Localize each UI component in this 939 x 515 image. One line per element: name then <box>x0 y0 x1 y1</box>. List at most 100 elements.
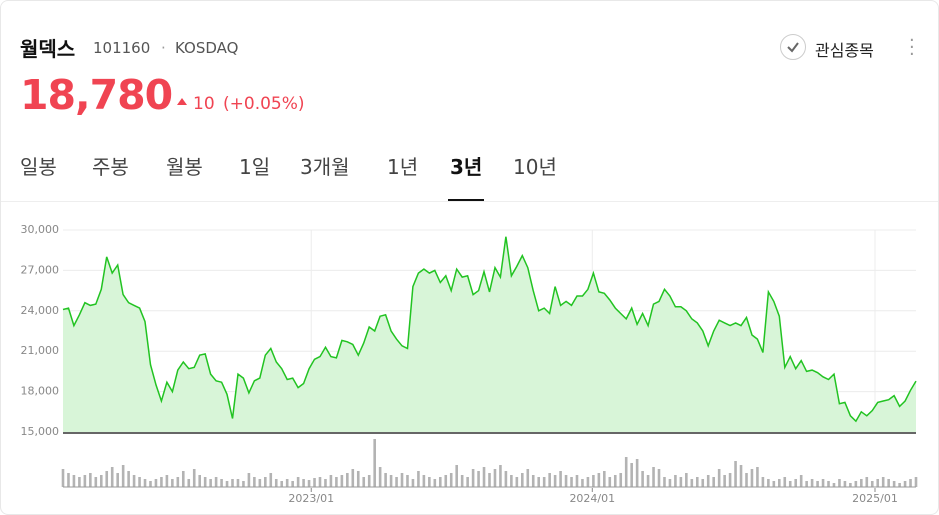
volume-bar <box>411 479 415 487</box>
period-tab[interactable]: 주봉 <box>92 155 129 179</box>
volume-bar <box>132 475 136 487</box>
volume-bar <box>706 475 710 487</box>
volume-bar <box>269 473 273 487</box>
volume-bar <box>471 469 475 487</box>
volume-bar <box>203 477 207 487</box>
volume-bar <box>865 477 869 487</box>
x-tick-label: 2025/01 <box>852 492 898 505</box>
period-tab[interactable]: 월봉 <box>166 155 203 179</box>
volume-bar <box>78 477 81 487</box>
volume-bar <box>892 481 896 487</box>
volume-bar <box>335 477 338 487</box>
volume-bar <box>521 473 524 487</box>
volume-bar <box>466 477 469 487</box>
volume-bar <box>499 465 502 487</box>
volume-bar <box>903 481 907 487</box>
volume-bar <box>603 471 606 487</box>
volume-bar <box>138 477 141 487</box>
more-menu[interactable]: · · · <box>909 30 915 65</box>
volume-bar <box>750 469 754 487</box>
volume-bar <box>630 463 633 487</box>
volume-bar <box>116 473 119 487</box>
volume-bar <box>870 481 874 487</box>
volume-bar <box>843 481 847 487</box>
volume-bar <box>340 475 344 487</box>
divider <box>1 201 938 202</box>
price-change-pct: (+0.05%) <box>223 94 305 114</box>
check-icon <box>787 42 799 53</box>
stock-code: 101160 <box>93 39 151 57</box>
volume-bar <box>909 479 912 487</box>
volume-bar <box>296 477 300 487</box>
volume-bar <box>854 481 858 487</box>
volume-bar <box>816 481 819 487</box>
volume-bar <box>515 477 519 487</box>
period-tab[interactable]: 10년 <box>513 155 557 179</box>
volume-bar <box>624 457 628 487</box>
volume-bar <box>318 477 322 487</box>
stock-name: 월덱스 <box>20 37 76 61</box>
volume-bar <box>438 477 442 487</box>
y-tick-label: 30,000 <box>21 223 60 236</box>
period-tab[interactable]: 3개월 <box>300 155 350 179</box>
volume-bar <box>564 475 568 487</box>
price-change: 10 <box>193 94 215 114</box>
volume-bar <box>756 467 759 487</box>
volume-bar <box>406 475 409 487</box>
volume-bar <box>324 479 327 487</box>
volume-bar <box>575 475 579 487</box>
volume-bar <box>783 477 787 487</box>
volume-bar <box>367 475 371 487</box>
volume-bar <box>592 475 595 487</box>
volume-bar <box>99 475 103 487</box>
price-line <box>62 236 917 423</box>
period-tab[interactable]: 1일 <box>239 155 271 179</box>
y-tick-label: 18,000 <box>21 385 60 398</box>
active-tab-underline <box>448 199 484 201</box>
volume-bar <box>274 479 278 487</box>
volume-bar <box>356 471 360 487</box>
volume-bar <box>428 477 431 487</box>
volume-bar <box>772 481 776 487</box>
watch-label[interactable]: 관심종목 <box>815 41 874 60</box>
volume-bar <box>641 471 644 487</box>
volume-bar <box>668 479 672 487</box>
volume-bar <box>537 477 541 487</box>
period-tab[interactable]: 일봉 <box>20 155 57 179</box>
volume-bar <box>242 481 245 487</box>
y-tick-label: 24,000 <box>21 304 60 317</box>
volume-bar <box>657 469 661 487</box>
watch-button[interactable] <box>780 34 806 60</box>
volume-bar <box>761 477 765 487</box>
volume-bar <box>685 473 688 487</box>
volume-bar <box>105 471 109 487</box>
volume-bar <box>171 479 174 487</box>
volume-bar <box>400 473 404 487</box>
period-tab[interactable]: 1년 <box>387 155 419 179</box>
volume-bar <box>460 475 464 487</box>
volume-bar <box>690 479 694 487</box>
y-tick-label: 27,000 <box>21 263 60 276</box>
volume-bar <box>559 471 562 487</box>
volume-bar <box>384 473 387 487</box>
volume-bar <box>504 471 508 487</box>
volume-bar <box>121 465 125 487</box>
volume-bar <box>827 481 830 487</box>
volume-bar <box>805 481 808 487</box>
period-tab[interactable]: 3년 <box>450 155 483 179</box>
volume-bar <box>373 439 376 487</box>
volume-bar <box>422 475 426 487</box>
volume-bar <box>149 481 152 487</box>
volume-bar <box>209 479 212 487</box>
volume-bar <box>247 473 251 487</box>
volume-bar <box>154 479 158 487</box>
volume-bar <box>581 479 584 487</box>
volume-bar <box>608 477 612 487</box>
volume-bar <box>362 477 366 487</box>
volume-bar <box>531 475 535 487</box>
volume-bar <box>214 477 218 487</box>
separator-dot: · <box>161 39 166 57</box>
volume-bar <box>127 471 130 487</box>
